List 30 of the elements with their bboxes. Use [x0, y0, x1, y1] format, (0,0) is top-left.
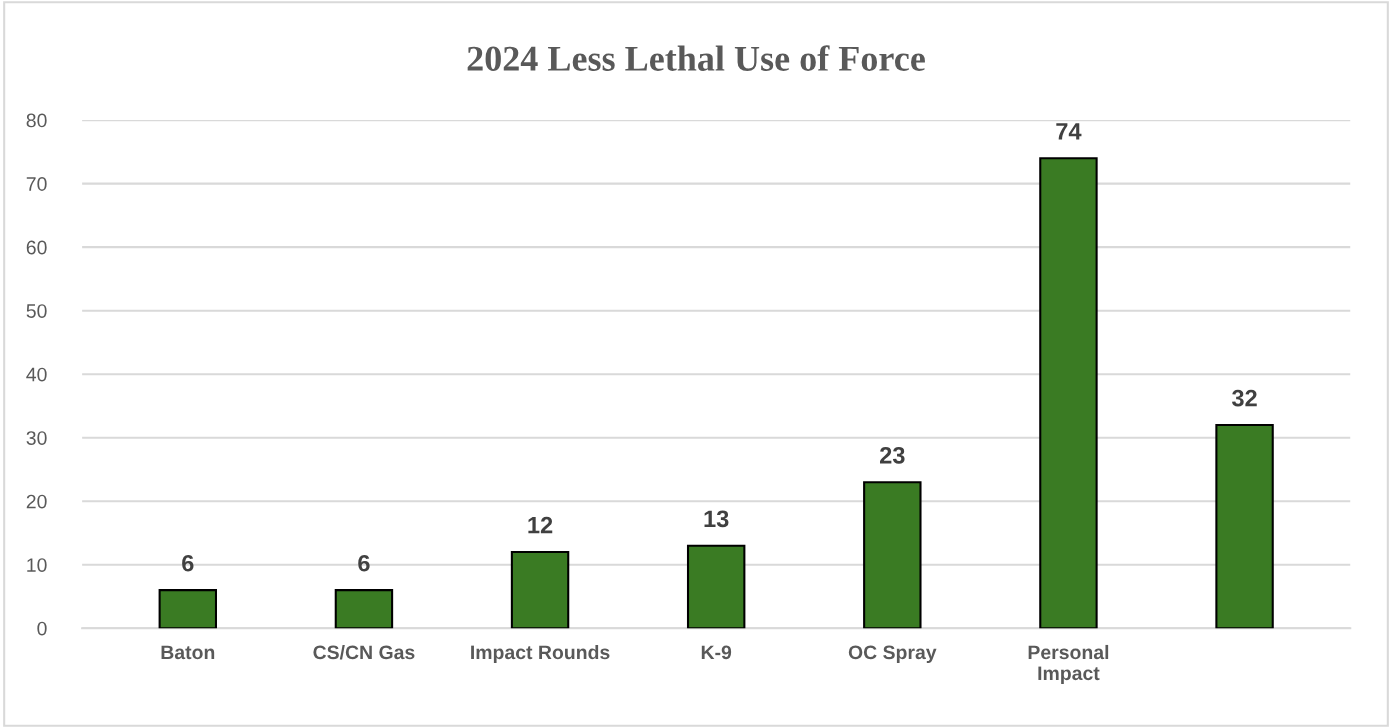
bar: [686, 544, 746, 629]
y-tick-label: 80: [26, 113, 47, 128]
y-tick-label: 40: [26, 367, 47, 382]
data-label: 23: [880, 446, 905, 464]
bar: [158, 589, 218, 629]
data-label: 6: [358, 554, 370, 572]
bar: [863, 481, 922, 629]
chart-title: 2024 Less Lethal Use of Force: [467, 45, 925, 71]
y-tick-label: 60: [26, 240, 47, 255]
y-tick-label: 50: [26, 304, 47, 318]
bar: [510, 551, 570, 629]
y-tick-label: 10: [27, 558, 47, 572]
data-label: 32: [1231, 389, 1257, 407]
data-label: 6: [182, 554, 194, 572]
bar: [1215, 423, 1274, 629]
y-tick-label: 0: [37, 621, 47, 636]
x-tick-label: CS/CN Gas: [313, 644, 415, 660]
data-label: 74: [1056, 123, 1082, 140]
y-tick-label: 20: [26, 494, 47, 509]
x-tick-label: K-9: [701, 645, 732, 660]
bar: [1039, 157, 1098, 629]
bar: [334, 589, 394, 629]
x-tick-label: Impact Rounds: [471, 644, 610, 664]
x-tick-label: Personal Impact: [1028, 644, 1109, 684]
y-tick-label: 30: [26, 431, 47, 445]
x-tick-label: OC Spray: [848, 645, 937, 664]
data-label: 13: [704, 510, 729, 528]
x-tick-label: Baton: [161, 645, 215, 660]
data-label: 12: [528, 516, 553, 534]
y-tick-label: 70: [26, 177, 47, 191]
